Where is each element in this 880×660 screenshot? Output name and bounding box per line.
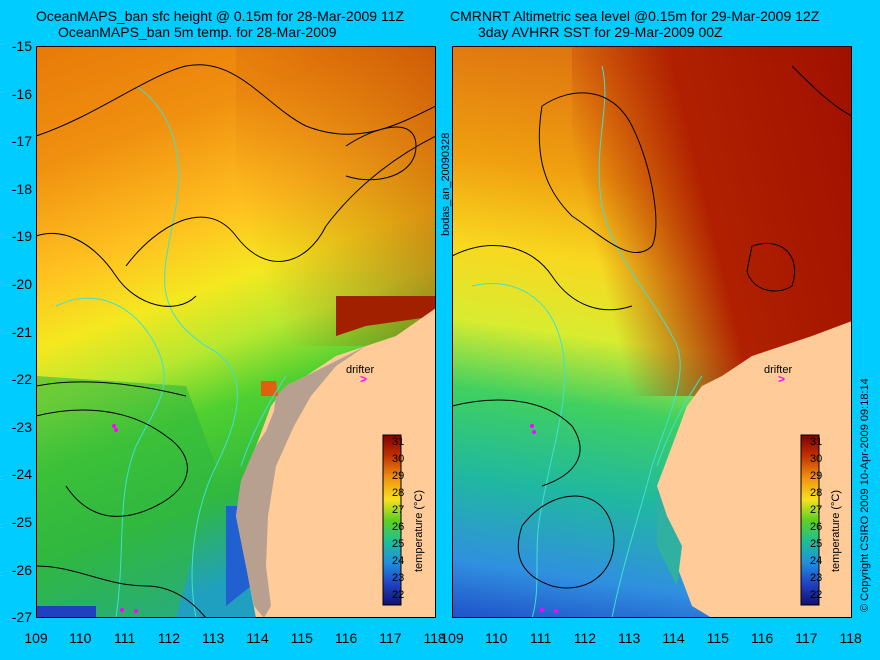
left-colorbar [382,434,402,606]
y-axis-tick-label: -21 [11,323,32,340]
y-axis-tick-label: -16 [11,85,32,102]
x-axis-tick-label: 112 [573,630,597,646]
colorbar-tick-label: 30 [392,453,405,465]
x-axis-tick-label: 118 [839,630,862,646]
right-colorbar-title: temperature (°C) [830,489,842,572]
left-drifter-icon: > [360,372,368,386]
y-axis-tick-label: -25 [11,514,32,530]
x-axis-tick-label: 117 [795,630,818,646]
colorbar-tick-label: 28 [392,487,405,499]
y-axis-tick-label: -20 [11,276,32,292]
colorbar-tick-label: 28 [810,487,823,499]
left-sst-map [36,46,436,618]
x-axis-tick-label: 115 [290,630,313,646]
x-axis-tick-label: 114 [662,630,685,646]
y-axis-tick-label: -22 [11,371,32,388]
colorbar-tick-label: 26 [392,521,405,533]
x-axis-tick-label: 109 [24,630,48,646]
x-axis-tick-label: 116 [750,630,774,646]
colorbar-tick-label: 29 [392,470,405,482]
colorbar-tick-label: 31 [392,436,405,448]
x-axis-tick-label: 116 [334,630,358,646]
x-axis-tick-label: 109 [440,630,464,646]
x-axis-tick-label: 110 [485,630,508,646]
colorbar-tick-label: 25 [810,538,823,550]
right-drifter-icon: > [778,372,786,386]
y-axis-tick-label: -15 [11,38,32,54]
left-colorbar-title: temperature (°C) [413,489,425,572]
x-axis-tick-label: 113 [202,630,225,646]
colorbar-tick-label: 23 [810,572,823,584]
y-axis-tick-label: -23 [11,418,32,435]
colorbar-tick-label: 25 [392,538,405,550]
run-label: bodas_an_20090328 [440,132,452,236]
left-map-title: OceanMAPS_ban sfc height @ 0.15m for 28-… [36,8,405,24]
x-axis-tick-label: 110 [69,630,92,646]
colorbar-tick-label: 27 [392,504,405,516]
colorbar-tick-label: 31 [810,436,823,448]
x-axis-tick-label: 114 [246,630,269,646]
right-drifter-label: drifter [764,364,793,376]
colorbar-tick-label: 24 [810,555,823,567]
y-axis-tick-label: -19 [11,228,32,245]
left-map-subtitle: OceanMAPS_ban 5m temp. for 28-Mar-2009 [58,24,337,40]
colorbar-tick-label: 26 [810,521,823,533]
y-axis-tick-label: -24 [11,466,32,483]
y-axis-tick-label: -18 [11,180,32,197]
y-axis-tick-label: -27 [11,609,32,626]
colorbar-tick-label: 27 [810,504,823,516]
right-sst-map [452,46,852,618]
colorbar-tick-label: 22 [392,589,405,601]
colorbar-tick-label: 23 [392,572,405,584]
y-axis-tick-label: -26 [11,561,32,578]
colorbar-tick-label: 29 [810,470,823,482]
copyright-text: © Copyright CSIRO 2009 10-Apr-2009 09:18… [859,378,871,612]
x-axis-tick-label: 113 [618,630,641,646]
x-axis-tick-label: 117 [379,630,402,646]
x-axis-tick-label: 115 [706,630,729,646]
right-colorbar [800,434,820,606]
x-axis-tick-label: 112 [157,630,181,646]
y-axis-tick-label: -17 [11,133,32,150]
right-map-subtitle: 3day AVHRR SST for 29-Mar-2009 00Z [478,24,723,40]
x-axis-tick-label: 118 [423,630,446,646]
colorbar-tick-label: 30 [810,453,823,465]
colorbar-tick-label: 22 [810,589,823,601]
x-axis-tick-label: 111 [113,630,136,646]
colorbar-tick-label: 24 [392,555,405,567]
left-drifter-label: drifter [346,364,375,376]
right-map-title: CMRNRT Altimetric sea level @0.15m for 2… [450,8,820,24]
x-axis-tick-label: 111 [529,630,552,646]
